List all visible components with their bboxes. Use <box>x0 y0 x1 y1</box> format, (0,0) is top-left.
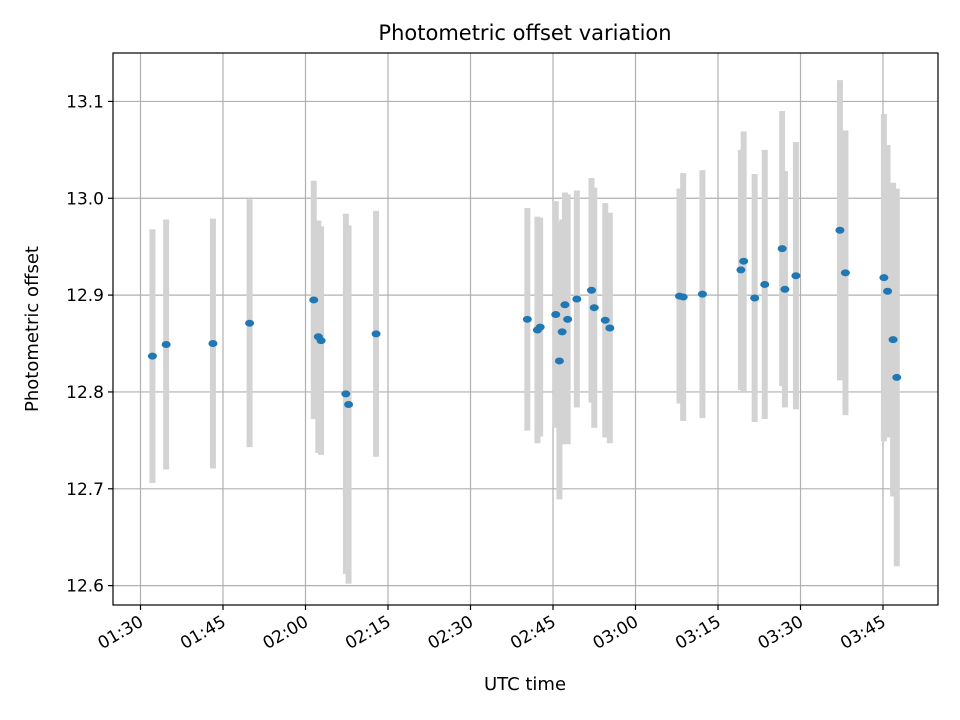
x-tick-label: 03:45 <box>837 612 889 654</box>
data-point <box>147 352 157 360</box>
y-axis-ticks: 12.6 12.7 12.8 12.9 13.0 13.1 <box>66 92 113 597</box>
x-axis-label: UTC time <box>484 674 566 695</box>
y-tick-label: 13.0 <box>66 189 104 209</box>
y-tick-label: 12.9 <box>66 286 104 306</box>
data-point <box>560 301 570 309</box>
data-point <box>879 274 889 282</box>
data-points <box>147 226 902 409</box>
data-point <box>535 323 545 331</box>
data-point <box>777 245 787 253</box>
x-tick-label: 03:30 <box>755 612 807 654</box>
data-point <box>344 401 354 409</box>
data-point <box>600 316 610 324</box>
x-tick-label: 03:00 <box>590 612 642 654</box>
data-point <box>678 293 688 301</box>
y-tick-label: 12.8 <box>66 383 104 403</box>
data-point <box>697 290 707 298</box>
data-point <box>245 319 255 327</box>
x-tick-label: 02:00 <box>260 612 312 654</box>
data-point <box>739 257 749 265</box>
data-point <box>736 266 746 274</box>
data-point <box>750 294 760 302</box>
data-point <box>791 272 801 280</box>
data-point <box>760 280 770 288</box>
x-axis-ticks: 01:30 01:45 02:00 02:15 02:30 02:45 03:00 03:15… <box>95 605 890 654</box>
data-point <box>551 310 561 318</box>
y-tick-label: 12.7 <box>66 480 104 500</box>
data-point <box>589 304 599 312</box>
data-point <box>780 285 790 293</box>
data-point <box>341 390 351 398</box>
data-point <box>892 373 902 381</box>
data-point <box>557 328 567 336</box>
data-point <box>888 336 898 344</box>
data-point <box>522 315 532 323</box>
data-point <box>563 315 573 323</box>
data-point <box>371 330 381 338</box>
y-axis-label: Photometric offset <box>22 246 43 412</box>
data-point <box>161 340 171 348</box>
data-point <box>208 340 218 348</box>
data-point <box>572 295 582 303</box>
data-point <box>883 287 893 295</box>
x-tick-label: 02:15 <box>342 612 394 654</box>
data-point <box>605 324 615 332</box>
data-point <box>587 286 596 294</box>
data-point <box>316 337 326 345</box>
x-tick-label: 01:45 <box>177 612 229 654</box>
x-tick-label: 02:30 <box>425 612 477 654</box>
errorbars <box>149 80 900 584</box>
plot-frame <box>112 52 939 606</box>
data-point <box>554 357 564 365</box>
data-point <box>840 269 850 277</box>
x-tick-label: 02:45 <box>507 612 559 654</box>
data-point <box>835 226 845 234</box>
chart-title: Photometric offset variation <box>378 21 671 45</box>
y-tick-label: 13.1 <box>66 92 104 112</box>
data-point <box>309 296 319 304</box>
x-tick-label: 01:30 <box>95 612 147 654</box>
y-tick-label: 12.6 <box>66 577 104 597</box>
x-tick-label: 03:15 <box>672 612 724 654</box>
